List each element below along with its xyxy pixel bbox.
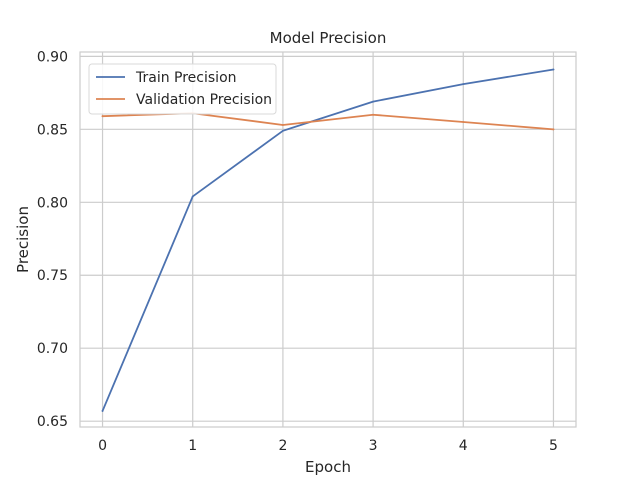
y-tick-label: 0.70 [37,341,68,357]
chart-title: Model Precision [270,29,387,47]
legend-label-validation: Validation Precision [136,92,272,108]
series-line-train [101,68,555,412]
y-tick-label: 0.75 [37,268,68,284]
y-tick-label: 0.80 [37,195,68,211]
x-tick-label: 4 [459,438,468,454]
y-axis-title: Precision [14,206,32,273]
data-point-train [372,100,374,103]
y-tick-label: 0.65 [37,414,68,430]
data-point-train [462,83,465,86]
x-tick-label: 2 [278,438,287,454]
grid-layer [80,52,576,427]
y-tick-label: 0.85 [37,122,68,138]
data-point-train [552,68,555,71]
data-point-train [282,129,284,132]
data-point-validation [462,121,465,123]
data-point-validation [282,124,284,126]
x-axis-title: Epoch [305,458,351,476]
data-point-train [101,410,104,412]
data-point-validation [552,128,555,131]
y-tick-label: 0.90 [37,49,68,65]
series-layer [101,68,555,412]
legend-label-train: Train Precision [135,70,237,86]
x-tick-label: 3 [369,438,378,454]
tick-layer: 0 1 2 3 4 5 0.65 0.70 0.75 0.80 0.85 0.90 [37,49,558,454]
data-point-train [191,195,194,198]
x-tick-label: 1 [188,438,197,454]
plot-frame [79,51,577,428]
legend: Train Precision Validation Precision [88,63,277,115]
legend-box [88,63,277,115]
data-point-validation [372,113,374,116]
x-tick-label: 0 [98,438,107,454]
data-point-validation [101,115,104,118]
x-tick-label: 5 [549,438,558,454]
